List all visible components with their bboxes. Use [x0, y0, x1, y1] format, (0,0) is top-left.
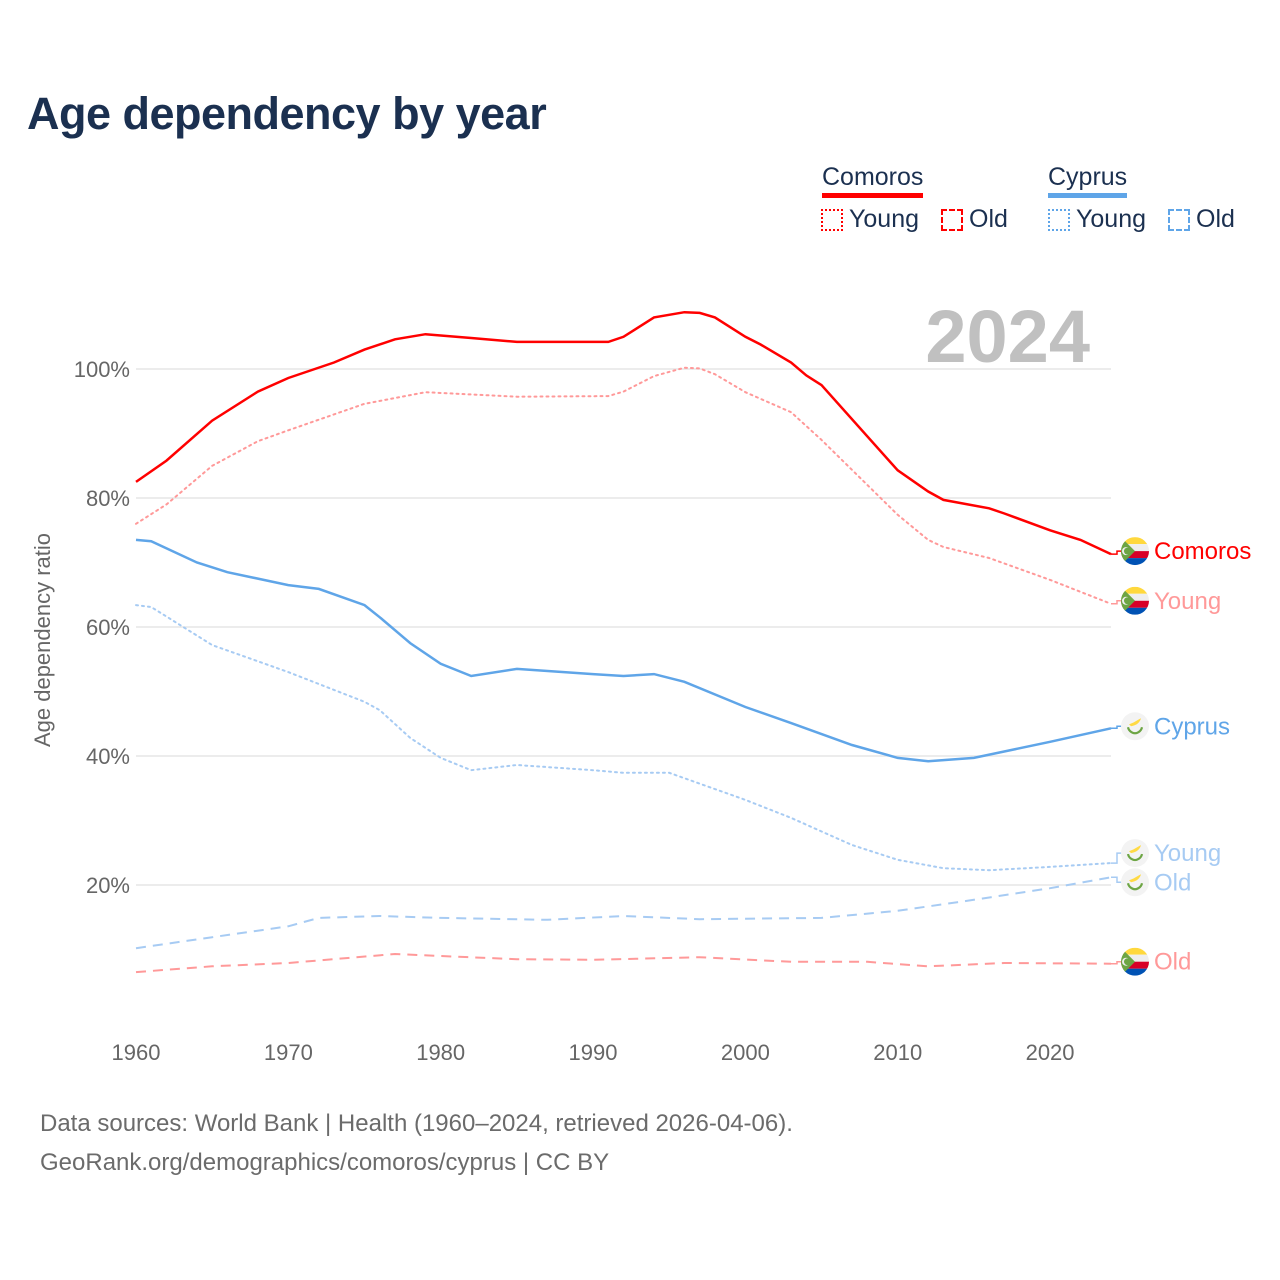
year-watermark: 2024	[925, 295, 1090, 378]
dotted-swatch-icon	[1048, 208, 1070, 231]
y-tick-label: 100%	[74, 357, 130, 382]
y-tick-label: 20%	[86, 873, 130, 898]
end-label: Young	[1154, 840, 1221, 867]
legend-label: Young	[1076, 205, 1146, 233]
legend-cyprus[interactable]: Cyprus	[1048, 163, 1128, 198]
series-line-comoros-old	[135, 952, 1112, 974]
series-line-cyprus-old	[135, 876, 1112, 950]
x-tick-label: 1970	[264, 1040, 313, 1065]
y-axis-label: Age dependency ratio	[30, 533, 55, 747]
legend-label: Young	[849, 205, 919, 233]
series-line-cyprus-young	[135, 604, 1112, 872]
x-tick-label: 2010	[873, 1040, 922, 1065]
end-label: Cyprus	[1154, 713, 1230, 740]
cyprus-flag-icon	[1119, 867, 1151, 898]
comoros-flag-icon	[1121, 537, 1149, 565]
y-tick-label: 60%	[86, 615, 130, 640]
series-line-comoros-young	[135, 366, 1112, 605]
label-connector	[1111, 600, 1123, 605]
legend-comoros-young[interactable]: Young	[821, 205, 919, 234]
series-line-cyprus	[135, 538, 1112, 763]
legend-label: Old	[1196, 205, 1235, 233]
end-label: Old	[1154, 949, 1191, 976]
x-tick-label: 1990	[569, 1040, 618, 1065]
footer-attribution[interactable]: GeoRank.org/demographics/comoros/cyprus …	[40, 1149, 610, 1176]
comoros-flag-icon	[1121, 948, 1149, 976]
cyprus-flag-icon	[1119, 837, 1151, 869]
x-tick-label: 1960	[112, 1040, 161, 1065]
y-tick-label: 40%	[86, 744, 130, 769]
cyprus-flag-icon	[1119, 711, 1151, 742]
comoros-flag-icon	[1121, 587, 1149, 615]
end-label: Young	[1154, 588, 1221, 615]
label-connector	[1111, 550, 1123, 555]
series-line-comoros	[135, 310, 1112, 556]
dotted-swatch-icon	[821, 208, 843, 231]
dashed-swatch-icon	[1168, 208, 1190, 231]
legend-comoros-old[interactable]: Old	[941, 205, 1008, 234]
chart-title: Age dependency by year	[27, 88, 547, 139]
x-tick-label: 1980	[416, 1040, 465, 1065]
end-label: Old	[1154, 869, 1191, 896]
label-connector	[1111, 876, 1123, 884]
label-connector	[1111, 852, 1123, 864]
end-label: Comoros	[1154, 538, 1251, 565]
legend-cyprus-old[interactable]: Old	[1168, 205, 1235, 234]
legend-label: Old	[969, 205, 1008, 233]
x-tick-label: 2020	[1026, 1040, 1075, 1065]
label-connector	[1111, 960, 1123, 965]
x-tick-label: 2000	[721, 1040, 770, 1065]
y-tick-label: 80%	[86, 486, 130, 511]
legend-cyprus-young[interactable]: Young	[1048, 205, 1146, 234]
label-connector	[1111, 725, 1123, 730]
dashed-swatch-icon	[941, 208, 963, 231]
legend-comoros[interactable]: Comoros	[822, 163, 924, 198]
footer-sources: Data sources: World Bank | Health (1960–…	[40, 1110, 793, 1137]
